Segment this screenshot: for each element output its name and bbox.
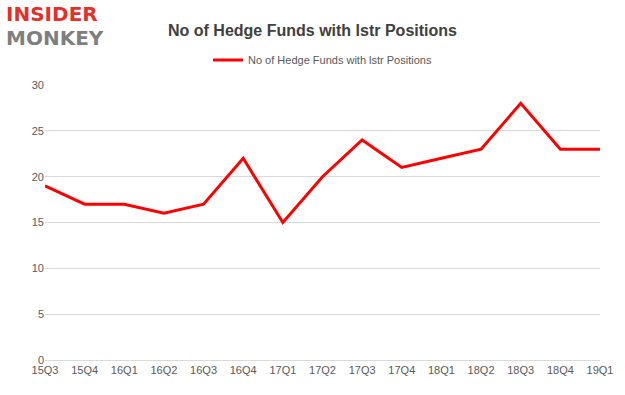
svg-text:15: 15 — [32, 216, 44, 228]
svg-text:25: 25 — [32, 125, 44, 137]
svg-text:18Q1: 18Q1 — [428, 364, 455, 376]
svg-text:20: 20 — [32, 171, 44, 183]
svg-text:0: 0 — [38, 354, 44, 366]
svg-text:10: 10 — [32, 262, 44, 274]
svg-text:16Q2: 16Q2 — [150, 364, 177, 376]
svg-text:MONKEY: MONKEY — [6, 26, 104, 50]
svg-text:17Q3: 17Q3 — [349, 364, 376, 376]
svg-text:19Q1: 19Q1 — [587, 364, 614, 376]
svg-text:INSIDER: INSIDER — [6, 2, 98, 26]
svg-text:15Q4: 15Q4 — [71, 364, 98, 376]
svg-text:18Q3: 18Q3 — [507, 364, 534, 376]
svg-text:16Q4: 16Q4 — [230, 364, 257, 376]
svg-text:15Q3: 15Q3 — [32, 364, 59, 376]
svg-text:30: 30 — [32, 79, 44, 91]
svg-text:18Q4: 18Q4 — [547, 364, 574, 376]
svg-text:17Q2: 17Q2 — [309, 364, 336, 376]
svg-text:5: 5 — [38, 308, 44, 320]
svg-text:No of Hedge Funds with lstr Po: No of Hedge Funds with lstr Positions — [248, 54, 432, 66]
svg-text:No of Hedge Funds with lstr Po: No of Hedge Funds with lstr Positions — [168, 22, 457, 39]
svg-text:17Q1: 17Q1 — [269, 364, 296, 376]
svg-text:17Q4: 17Q4 — [388, 364, 415, 376]
svg-text:16Q1: 16Q1 — [111, 364, 138, 376]
svg-text:16Q3: 16Q3 — [190, 364, 217, 376]
svg-text:18Q2: 18Q2 — [468, 364, 495, 376]
